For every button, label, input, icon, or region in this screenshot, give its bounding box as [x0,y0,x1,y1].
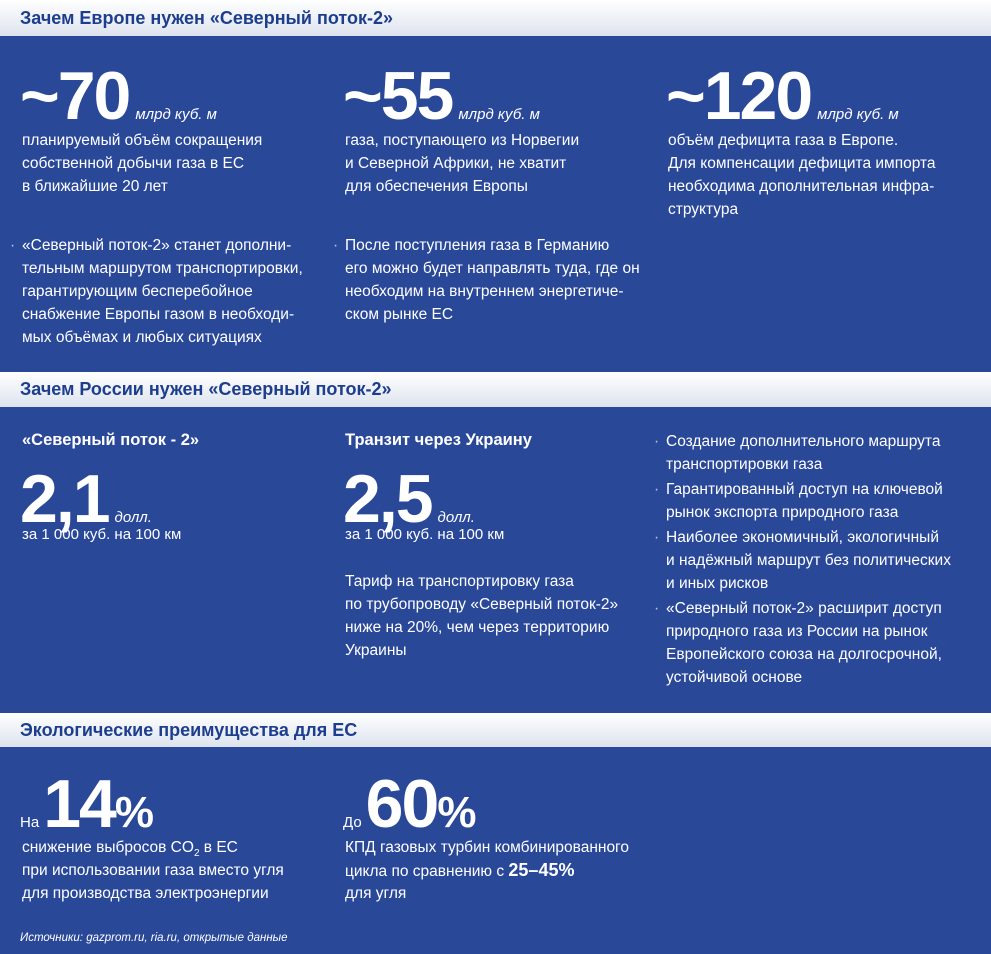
source: Источники: gazprom.ru, ria.ru, открытые … [20,932,288,944]
text-line: объём дефицита газа в Европе. [668,132,899,149]
stat: ~120 млрд куб. м [666,62,899,130]
text-line: для производства электроэнергии [22,885,269,902]
highlight: 25–45% [508,860,575,880]
stat-unit: % [437,788,477,837]
text-line: устойчивой основе [666,669,803,686]
stat-value: 60 [365,766,440,842]
stat: До60% [343,770,476,838]
column-label: Транзит через Украину [345,431,532,449]
text-line: транспортировки газа [666,456,823,473]
text-line: цикла по сравнению с 25–45% [345,859,574,883]
text-line: ниже на 20%, чем через территорию [345,619,610,636]
text-line: его можно будет направлять туда, где он [345,260,640,277]
stat-value: 2,1 [20,461,111,537]
text-line: планируемый объём сокращения [22,132,263,149]
stat-value: ~120 [666,58,813,134]
stat-unit: долл. [437,509,475,526]
stat: 2,5 долл. [343,465,475,533]
stat: 2,1 долл. [20,465,152,533]
text: снижение выбросов CO [22,839,194,856]
stat-value: 14 [43,766,117,842]
stat-value: ~55 [343,58,454,134]
text-line: «Северный поток-2» расширит доступ [654,597,942,620]
text-line: Гарантированный доступ на ключевой [654,478,943,501]
text-line: структура [668,201,739,218]
text-line: необходима дополнительная инфра- [668,178,935,195]
text-line: собственной добычи газа в ЕС [22,155,245,172]
text-line: «Северный поток-2» станет дополни- [10,234,291,257]
text-line: КПД газовых турбин комбинированного [345,839,629,856]
stat-note: за 1 000 куб. на 100 км [345,526,505,543]
section-header: Экологические преимущества для ЕС [0,713,991,747]
text-line: газа, поступающего из Норвегии [345,132,580,149]
stat-unit: % [114,788,154,837]
text-line: и Северной Африки, не хватит [345,155,567,172]
text-line: Наиболее экономичный, экологичный [654,526,939,549]
text-line: снижение выбросов CO2 в ЕС [22,836,238,865]
text-line: для угля [345,885,407,902]
section-header: Зачем Европе нужен «Северный поток-2» [0,0,991,36]
text-line: мых объёмах и любых ситуациях [22,329,262,346]
text-line: рынок экспорта природного газа [666,504,899,521]
text-line: Европейского союза на долгосрочной, [666,646,942,663]
stat-note: за 1 000 куб. на 100 км [22,526,182,543]
subscript: 2 [193,848,200,860]
stat: ~70 млрд куб. м [20,62,217,130]
text-line: Тариф на транспортировку газа [345,573,574,590]
text-line: снабжение Европы газом в необходи- [22,306,295,323]
stat-value: 2,5 [343,461,434,537]
text-line: для обеспечения Европы [345,178,528,195]
text-line: Украины [345,642,407,659]
text-line: Создание дополнительного маршрута [654,430,940,453]
stat-prefix: До [343,814,362,831]
stat: ~55 млрд куб. м [343,62,540,130]
stat: На14% [20,770,154,838]
text-line: по трубопроводу «Северный поток-2» [345,596,619,613]
text: цикла по сравнению с [345,863,509,880]
text-line: в ближайшие 20 лет [22,178,168,195]
text-line: и надёжный маршрут без политических [666,552,951,569]
stat-unit: млрд куб. м [817,106,899,123]
text-line: и иных рисков [666,575,769,592]
text-line: гарантирующим бесперебойное [22,283,253,300]
text-line: при использовании газа вместо угля [22,862,284,879]
text-line: Для компенсации дефицита импорта [668,155,936,172]
section-header: Зачем России нужен «Северный поток-2» [0,372,991,407]
stat-value: ~70 [20,58,131,134]
stat-unit: млрд куб. м [135,106,217,123]
text-line: необходим на внутреннем энергетиче- [345,283,624,300]
text-line: ском рынке ЕС [345,306,454,323]
text-line: После поступления газа в Германию [333,234,609,257]
text-line: природного газа из России на рынок [666,623,928,640]
stat-unit: долл. [114,509,152,526]
column-label: «Северный поток - 2» [22,431,200,449]
stat-prefix: На [20,814,40,831]
stat-unit: млрд куб. м [458,106,540,123]
text-line: тельным маршрутом транспортировки, [22,260,303,277]
text: в ЕС [199,839,238,856]
